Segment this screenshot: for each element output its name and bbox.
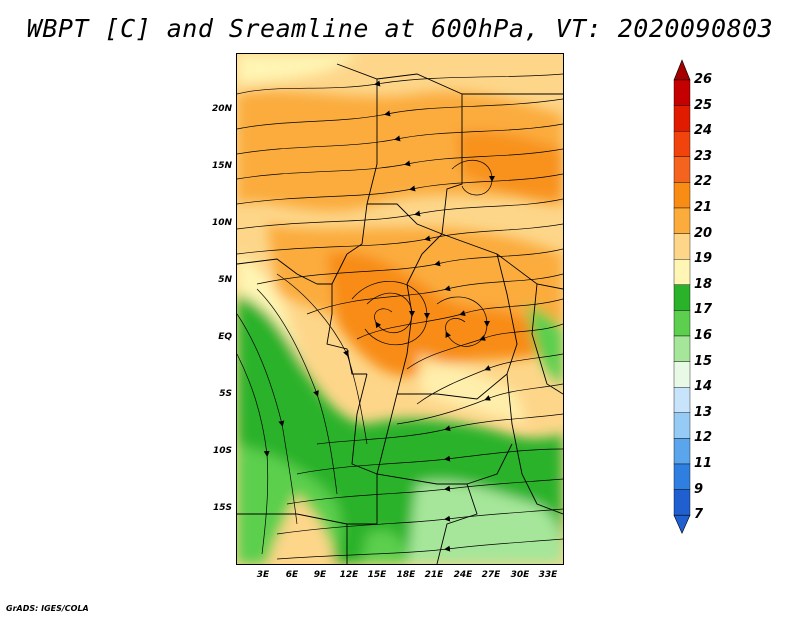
lon-label: 12E: [339, 570, 359, 580]
colorbar-level-label: 14: [694, 379, 713, 395]
colorbar-cell: [673, 438, 691, 465]
footer-credit: GrADS: IGES/COLA: [6, 604, 89, 613]
colorbar-level-label: 26: [694, 72, 713, 87]
lon-label: 15E: [367, 570, 387, 580]
streamlines: [237, 73, 563, 560]
lat-label: 15N: [211, 161, 232, 171]
colorbar-level-label: 9: [694, 481, 704, 497]
lon-label: 3E: [256, 570, 270, 580]
colorbar-level-label: 22: [694, 174, 713, 190]
wbpt-streamline-map: [237, 54, 563, 564]
colorbar-level-label: 21: [694, 200, 713, 215]
colorbar-level-label: 11: [694, 456, 713, 471]
colorbar: [673, 59, 691, 534]
lat-label: 20N: [211, 104, 232, 114]
map-panel: [236, 53, 564, 565]
colorbar-top-arrow: [673, 59, 691, 81]
colorbar-level-label: 23: [694, 148, 713, 164]
colorbar-level-label: 16: [694, 328, 713, 343]
lat-label: EQ: [218, 332, 232, 342]
colorbar-level-label: 20: [694, 225, 713, 241]
lat-label: 10N: [211, 218, 232, 228]
wbpt-shading: [237, 54, 563, 564]
lon-label: 21E: [424, 570, 444, 580]
colorbar-level-label: 13: [694, 404, 713, 420]
lon-label: 33E: [538, 570, 558, 580]
colorbar-level-label: 24: [694, 123, 713, 139]
lat-label: 5N: [218, 275, 232, 285]
lon-label: 18E: [396, 570, 416, 580]
colorbar-cell: [673, 258, 691, 285]
colorbar-level-label: 15: [694, 353, 713, 369]
lon-label: 9E: [313, 570, 327, 580]
lat-label: 15S: [212, 503, 232, 513]
colorbar-cell: [673, 387, 691, 414]
colorbar-cell: [673, 284, 691, 311]
colorbar-cell: [673, 361, 691, 388]
colorbar-cell: [673, 489, 691, 516]
colorbar-cell: [673, 463, 691, 490]
lat-label: 5S: [219, 389, 232, 399]
colorbar-bottom-arrow: [673, 514, 691, 534]
colorbar-level-label: 19: [694, 251, 713, 267]
lon-label: 30E: [510, 570, 530, 580]
colorbar-cell: [673, 130, 691, 157]
colorbar-level-label: 12: [694, 430, 713, 446]
lat-label: 10S: [212, 446, 232, 456]
chart-title: WBPT [C] and Sreamline at 600hPa, VT: 20…: [26, 14, 774, 43]
colorbar-cell: [673, 182, 691, 209]
colorbar-cell: [673, 310, 691, 337]
lon-label: 24E: [453, 570, 473, 580]
country-borders: [237, 63, 563, 564]
colorbar-cell: [673, 156, 691, 183]
lon-label: 27E: [481, 570, 501, 580]
colorbar-cell: [673, 233, 691, 260]
colorbar-cell: [673, 335, 691, 362]
colorbar-cell: [673, 79, 691, 106]
colorbar-level-label: 18: [694, 276, 713, 292]
colorbar-level-label: 25: [694, 97, 713, 113]
colorbar-cell: [673, 207, 691, 234]
colorbar-cell: [673, 412, 691, 439]
colorbar-cell: [673, 105, 691, 132]
lon-label: 6E: [285, 570, 299, 580]
colorbar-level-label: 17: [694, 302, 713, 318]
colorbar-level-label: 7: [694, 507, 704, 523]
